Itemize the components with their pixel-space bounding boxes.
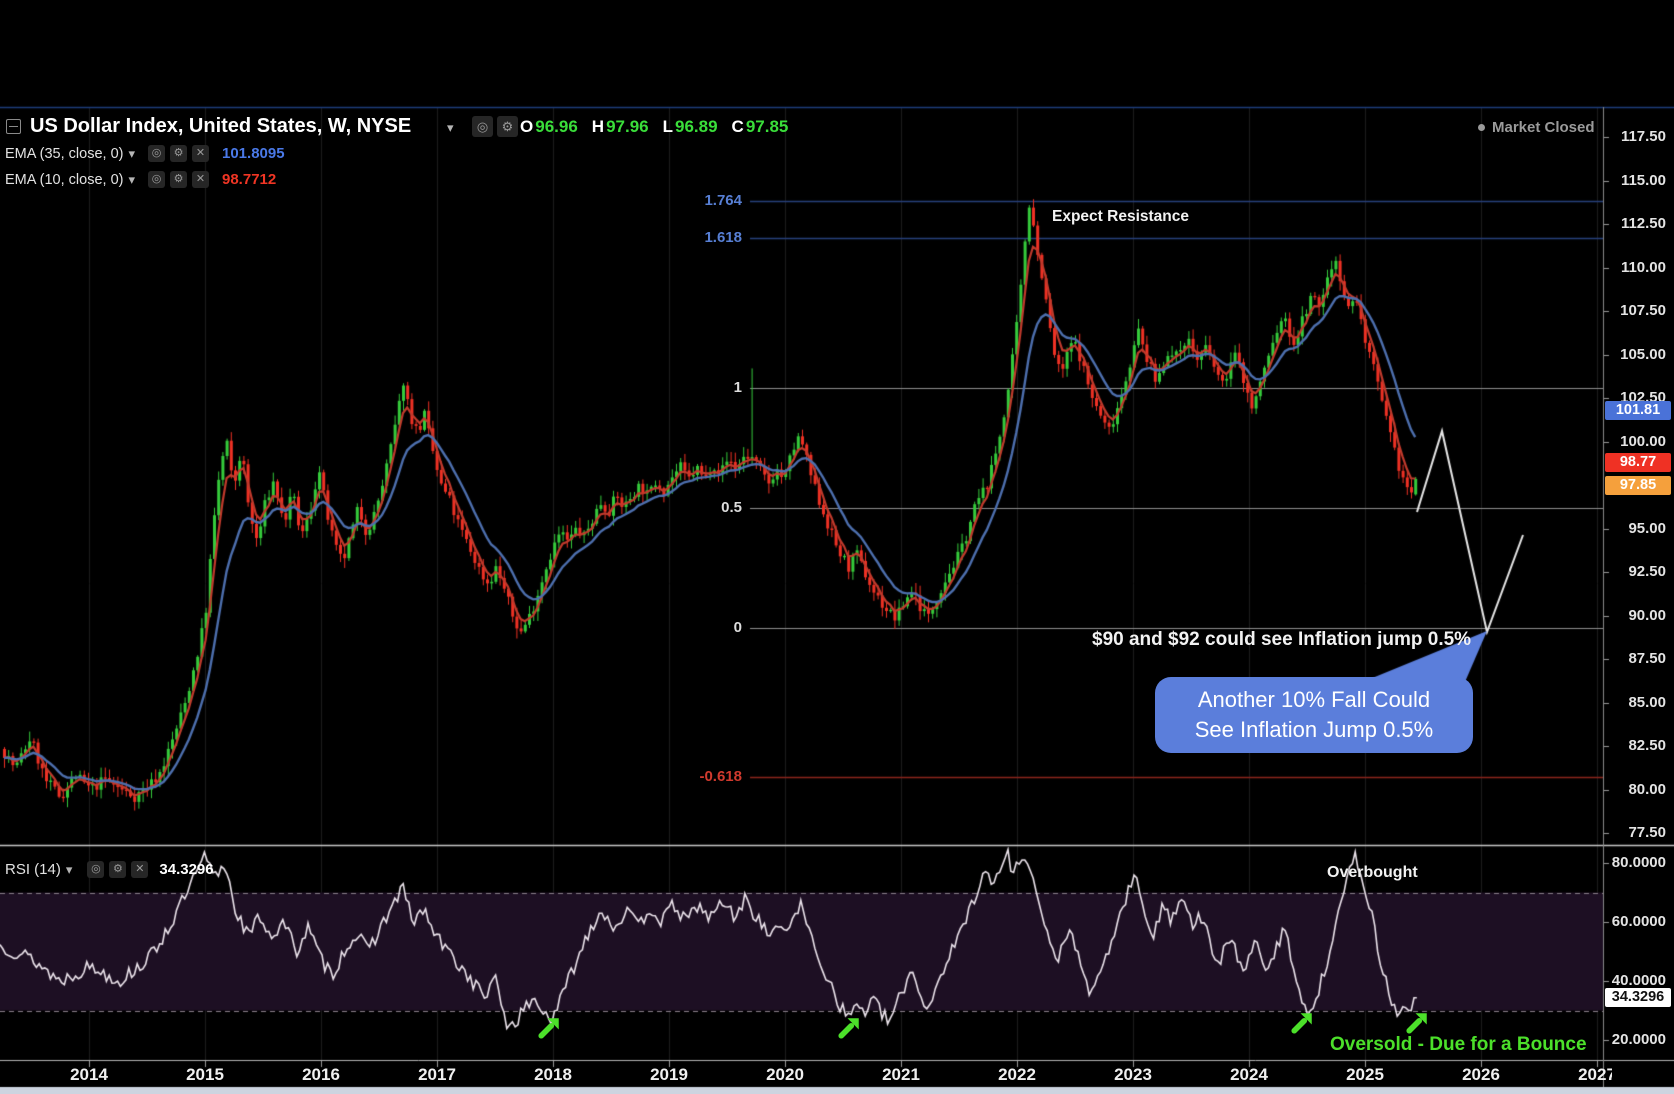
close-icon[interactable]: ✕	[131, 861, 149, 878]
price-axis-label: 105.00	[1620, 345, 1666, 363]
ema10-value: 98.7712	[222, 171, 277, 188]
price-axis-label: 85.00	[1628, 693, 1666, 711]
gear-icon[interactable]: ⚙	[497, 116, 518, 137]
ohlc-readout: O 96.96 H 97.96 L 96.89 C 97.85	[520, 117, 788, 137]
legend-ema10[interactable]: EMA (10, close, 0) ▾ ◎ ⚙ ✕ 98.7712	[5, 171, 277, 188]
price-axis-label: 80.00	[1628, 780, 1666, 798]
oversold-arrow-icon	[1403, 1007, 1433, 1037]
market-status: Market Closed	[1478, 119, 1595, 136]
low-value: L 96.89	[662, 117, 718, 136]
oversold-arrow-icon	[835, 1012, 865, 1042]
visibility-icon[interactable]: ◎	[87, 861, 105, 878]
price-axis-label: 95.00	[1628, 519, 1666, 537]
gear-icon[interactable]: ⚙	[170, 171, 187, 188]
fib-level-label: 0.5	[721, 498, 742, 516]
chevron-down-icon[interactable]: ▾	[128, 171, 135, 187]
ema35-value: 101.8095	[222, 145, 285, 162]
price-axis-label: 112.50	[1620, 215, 1666, 232]
annotation-callout-bubble: Another 10% Fall Could See Inflation Jum…	[1155, 677, 1473, 753]
rsi-axis-label: 60.0000	[1611, 913, 1666, 930]
annotation-expect-resistance: Expect Resistance	[1052, 208, 1189, 225]
close-icon[interactable]: ✕	[192, 171, 209, 188]
rsi-axis-label: 20.0000	[1611, 1031, 1666, 1048]
chevron-down-icon[interactable]: ▾	[447, 120, 454, 135]
price-axis-label: 115.00	[1620, 171, 1666, 189]
price-badge: 101.81	[1605, 400, 1671, 420]
rsi-axis-label: 80.0000	[1611, 854, 1666, 871]
rsi-value: 34.3296	[159, 861, 214, 878]
gear-icon[interactable]: ⚙	[109, 861, 127, 878]
legend-ema35[interactable]: EMA (35, close, 0) ▾ ◎ ⚙ ✕ 101.8095	[5, 145, 285, 162]
visibility-icon[interactable]: ◎	[472, 116, 493, 137]
fib-level-label: 1	[733, 378, 742, 396]
time-axis-year[interactable]: 2020	[766, 1065, 804, 1084]
price-axis-label: 117.50	[1620, 128, 1666, 145]
close-value: C 97.85	[731, 117, 789, 136]
time-axis-year[interactable]: 2024	[1230, 1065, 1268, 1084]
time-axis-year[interactable]: 2017	[418, 1065, 456, 1084]
price-axis-label: 110.00	[1620, 258, 1666, 276]
price-axis-label: 87.50	[1628, 650, 1666, 667]
time-axis-year[interactable]: 2014	[70, 1065, 108, 1084]
annotation-inflation-note: $90 and $92 could see Inflation jump 0.5…	[1092, 629, 1472, 650]
time-axis-year[interactable]: 2023	[1114, 1065, 1152, 1084]
open-value: O 96.96	[520, 117, 578, 136]
oversold-arrow-icon	[535, 1012, 565, 1042]
time-axis-year[interactable]: 2021	[882, 1065, 920, 1084]
time-axis[interactable]: 2014 2015 2016 2017 2018 2019 2020 2021 2022 2023…	[0, 1061, 1612, 1087]
time-axis-year[interactable]: 2016	[302, 1065, 340, 1084]
collapse-panel-icon[interactable]	[6, 119, 21, 134]
time-axis-year[interactable]: 2022	[998, 1065, 1036, 1084]
time-axis-year[interactable]: 2025	[1346, 1065, 1384, 1084]
time-axis-year[interactable]: 2026	[1462, 1065, 1500, 1084]
status-dot-icon	[1478, 124, 1485, 131]
fib-level-label: 1.618	[704, 228, 742, 246]
oversold-arrow-icon	[1288, 1007, 1318, 1037]
rsi-axis-label: 40.0000	[1611, 972, 1666, 989]
chevron-down-icon[interactable]: ▾	[128, 145, 135, 161]
visibility-icon[interactable]: ◎	[148, 171, 165, 188]
price-axis-label: 107.50	[1620, 302, 1666, 319]
fib-level-label: 0	[733, 618, 742, 636]
legend-rsi[interactable]: RSI (14) ▾ ◎ ⚙ ✕ 34.3296	[5, 861, 214, 878]
time-axis-year[interactable]: 2018	[534, 1065, 572, 1084]
price-axis[interactable]: 117.50 115.00 112.50 110.00 107.50 105.00 102.…	[1604, 107, 1674, 1060]
fib-level-label: 1.764	[704, 192, 742, 210]
time-axis-year[interactable]: 2015	[186, 1065, 224, 1084]
fib-level-label: -0.618	[699, 768, 742, 786]
time-axis-year[interactable]: 2027	[1578, 1065, 1612, 1084]
annotation-overbought: Overbought	[1327, 864, 1418, 881]
price-axis-label: 92.50	[1628, 563, 1666, 580]
chevron-down-icon[interactable]: ▾	[65, 861, 73, 877]
symbol-title[interactable]: US Dollar Index, United States, W, NYSE	[30, 115, 412, 137]
annotation-oversold: Oversold - Due for a Bounce	[1330, 1034, 1587, 1055]
close-icon[interactable]: ✕	[192, 145, 209, 162]
time-axis-year[interactable]: 2019	[650, 1065, 688, 1084]
rsi-value-badge: 34.3296	[1605, 988, 1671, 1008]
high-value: H 97.96	[591, 117, 649, 136]
price-axis-label: 90.00	[1628, 606, 1666, 624]
gear-icon[interactable]: ⚙	[170, 145, 187, 162]
price-badge: 97.85	[1605, 475, 1671, 495]
price-axis-label: 77.50	[1628, 824, 1666, 841]
visibility-icon[interactable]: ◎	[148, 145, 165, 162]
price-axis-label: 100.00	[1620, 432, 1666, 450]
price-badge: 98.77	[1605, 453, 1671, 473]
price-axis-label: 82.50	[1628, 737, 1666, 754]
